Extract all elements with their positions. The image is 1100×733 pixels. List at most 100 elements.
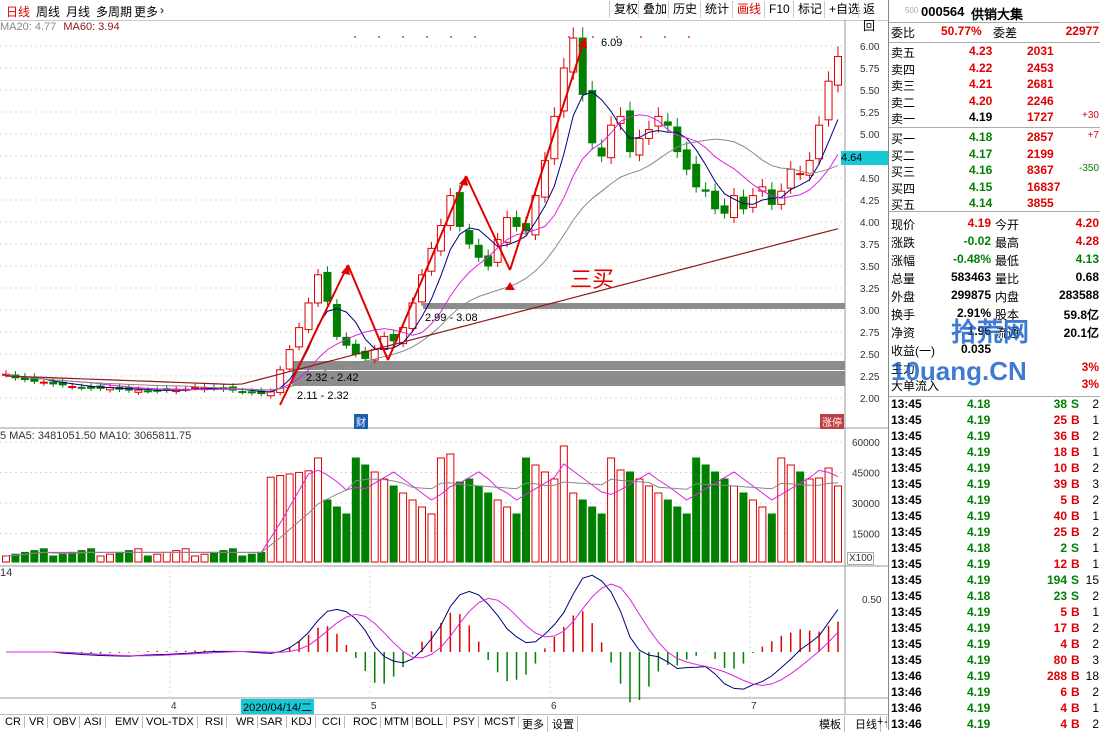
tick-side: B [1071, 717, 1080, 731]
tick-volume: 12 [1053, 557, 1067, 571]
quote-label: 涨跌 [891, 236, 916, 250]
sell-row: 卖五 4.23 2031 [889, 44, 1100, 60]
sell-row: 卖二 4.20 2246 [889, 94, 1100, 110]
tick-side: B [1071, 557, 1080, 571]
indicator-tab-10[interactable]: CCI [319, 716, 345, 728]
quote-label: 涨幅 [891, 254, 916, 268]
indicator-tab-14[interactable]: PSY [450, 716, 480, 728]
period-multi[interactable]: 多周期 [96, 5, 133, 19]
buy-label: 买一 [891, 132, 916, 146]
tick-volume: 194 [1046, 573, 1067, 587]
volume-bar [314, 457, 322, 563]
volume-bar [124, 550, 133, 563]
quote-row: 涨跌 -0.02 最高 4.28 [889, 234, 1100, 250]
indicator-tab-3[interactable]: ASI [81, 716, 106, 728]
volume-bar [342, 513, 351, 563]
volume-bar [597, 513, 606, 563]
quote-value-2: 4.28 [1075, 234, 1099, 248]
add-watchlist-button[interactable]: +自选 [824, 1, 864, 18]
sell-price: 4.20 [969, 93, 993, 108]
volume-bar [654, 492, 663, 563]
chevron-right-icon[interactable]: › [160, 3, 164, 17]
volume-bar [39, 548, 48, 563]
signal-dot [474, 36, 476, 38]
indicator-tab-8[interactable]: SAR [257, 716, 287, 728]
quote-label-2: 内盘 [995, 290, 1020, 304]
tick-time: 13:45 [891, 637, 922, 651]
volume-bar [247, 553, 256, 563]
volume-bar [739, 492, 748, 563]
sell-volume: 1727 [1027, 110, 1054, 124]
indicator-tab-13[interactable]: BOLL [412, 716, 448, 728]
zone-band [292, 361, 845, 370]
tick-volume: 288 [1046, 669, 1067, 683]
price-tick: 5.00 [860, 130, 880, 141]
bottom-right-button-0[interactable]: 模板 [816, 716, 845, 732]
volume-bar [493, 499, 502, 563]
candle [68, 386, 77, 389]
stats-button[interactable]: 统计 [700, 1, 733, 18]
buy-label: 买五 [891, 198, 916, 212]
buy-price: 4.18 [969, 130, 993, 144]
quote-row: 换手 2.91% 股本 59.8亿 [889, 306, 1100, 322]
tick-side: B [1071, 669, 1080, 683]
buy-label: 买二 [891, 148, 916, 163]
indicator-tab-12[interactable]: MTM [381, 716, 414, 728]
tick-time: 13:45 [891, 461, 922, 475]
indicator-tab-2[interactable]: OBV [50, 716, 81, 728]
signal-dot [426, 36, 428, 38]
quote-value-2: 283588 [1058, 288, 1099, 302]
candle [748, 195, 757, 208]
f10-button[interactable]: F10 [764, 1, 794, 18]
history-button[interactable]: 历史 [668, 1, 701, 18]
tick-row: 13:45 4.19 80 B 3 [889, 653, 1100, 669]
tick-price: 4.19 [967, 493, 991, 507]
tick-price: 4.19 [967, 413, 991, 427]
flow-row: 主力 3% [889, 360, 1100, 376]
candle [805, 159, 814, 176]
tick-time: 13:45 [891, 509, 922, 523]
quote-label: 换手 [891, 308, 916, 322]
volume-bar [559, 445, 568, 563]
bottom-right-button-1[interactable]: 日线 [852, 716, 881, 732]
volume-bar [389, 485, 398, 563]
indicator-tab-5[interactable]: VOL-TDX [143, 716, 198, 728]
candle [191, 386, 200, 389]
bottom-right-button-2[interactable]: + [874, 716, 888, 728]
period-weekly[interactable]: 周线 [36, 5, 61, 19]
tick-price: 4.19 [967, 477, 991, 491]
sell-volume: 2453 [1027, 60, 1054, 75]
indicator-tab-4[interactable]: EMV [112, 716, 143, 728]
back-button[interactable]: 返回 [858, 1, 888, 33]
macd-dif [6, 574, 839, 690]
indicator-tab-6[interactable]: RSI [202, 716, 228, 728]
indicator-tab-15[interactable]: MCST [481, 716, 520, 728]
fuquan-button[interactable]: 复权 [609, 1, 642, 18]
candle [720, 205, 729, 214]
indicator-tab-17[interactable]: 设置 [549, 716, 578, 732]
volume-bar [181, 548, 190, 563]
candle [682, 149, 691, 170]
volume-bar [824, 467, 833, 563]
volume-bar [143, 555, 152, 563]
period-daily[interactable]: 日线 [6, 5, 31, 19]
candle [550, 115, 559, 160]
indicator-tab-9[interactable]: KDJ [288, 716, 316, 728]
period-monthly[interactable]: 月线 [66, 5, 91, 19]
tick-time: 13:45 [891, 557, 922, 571]
tick-time: 13:46 [891, 701, 922, 715]
draw-button[interactable]: 画线 [732, 1, 765, 18]
indicator-tab-16[interactable]: 更多 [519, 716, 548, 732]
indicator-tab-0[interactable]: CR [2, 716, 25, 728]
ma-legend: MA20: 4.77 MA60: 3.94 [0, 21, 120, 33]
kline-chart[interactable]: 6.005.755.505.255.004.754.504.254.003.75… [0, 0, 888, 714]
overlay-button[interactable]: 叠加 [638, 1, 671, 18]
tick-count: 2 [1092, 397, 1099, 411]
indicator-tab-7[interactable]: WR [233, 716, 259, 728]
tick-row: 13:45 4.19 10 B 2 [889, 461, 1100, 477]
indicator-tab-11[interactable]: ROC [350, 716, 382, 728]
indicator-tab-1[interactable]: VR [26, 716, 49, 728]
mark-button[interactable]: 标记 [793, 1, 826, 18]
period-more[interactable]: 更多 [134, 5, 159, 19]
zone-label-3: 2.11 - 2.32 [297, 390, 349, 402]
